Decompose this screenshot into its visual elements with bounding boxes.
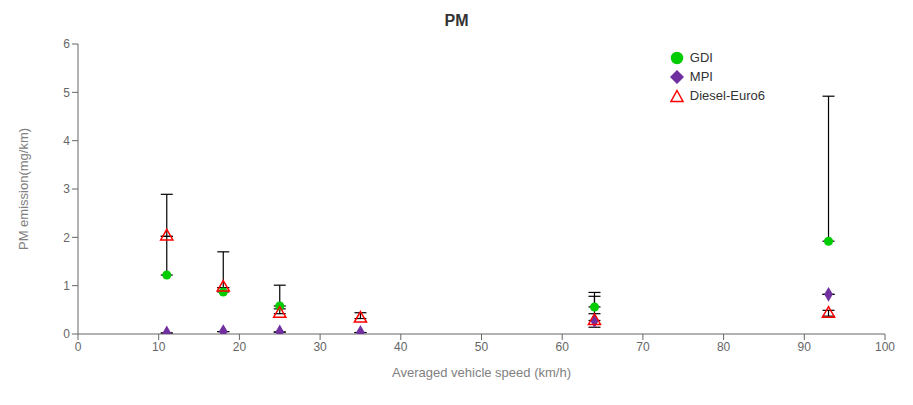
svg-text:80: 80 [717,340,731,354]
svg-text:3: 3 [63,182,70,196]
svg-text:4: 4 [63,134,70,148]
svg-text:1: 1 [63,279,70,293]
html-text:PM: PM [444,12,469,29]
svg-text:70: 70 [636,340,650,354]
html-text:GDI: GDI [689,50,713,65]
svg-text:2: 2 [63,231,70,245]
svg-text:Averaged vehicle speed (km/h): Averaged vehicle speed (km/h) [392,365,571,380]
svg-text:90: 90 [798,340,812,354]
svg-text:30: 30 [313,340,327,354]
svg-text:6: 6 [63,37,70,51]
svg-text:0: 0 [63,327,70,341]
svg-text:100: 100 [875,340,895,354]
svg-text:60: 60 [556,340,570,354]
svg-text:5: 5 [63,86,70,100]
svg-text:50: 50 [475,340,489,354]
html-text:Diesel-Euro6: Diesel-Euro6 [689,88,765,103]
html-text:MPI: MPI [689,69,713,84]
svg-text:20: 20 [233,340,247,354]
svg-text:40: 40 [394,340,408,354]
svg-text:10: 10 [152,340,166,354]
svg-text:0: 0 [75,340,82,354]
svg-text:PM emission(mg/km): PM emission(mg/km) [16,128,31,250]
